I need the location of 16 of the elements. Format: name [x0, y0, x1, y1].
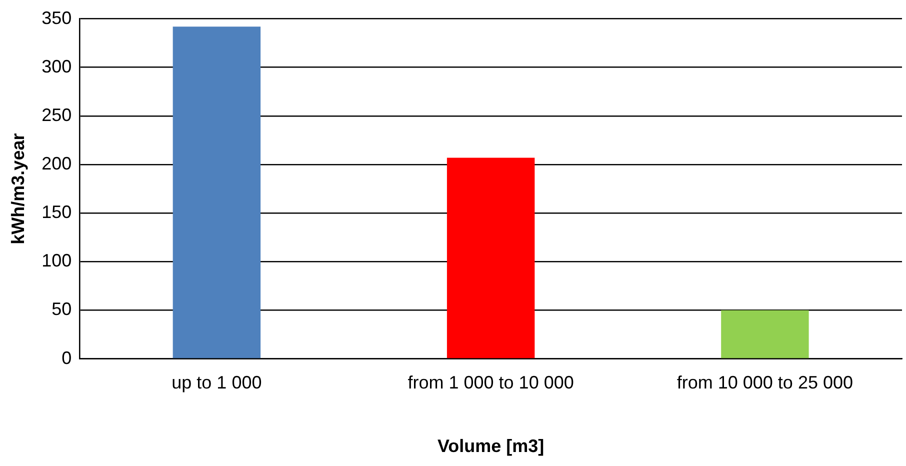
- x-tick-label: from 1 000 to 10 000: [408, 372, 574, 393]
- y-tick-label: 250: [42, 104, 72, 125]
- bar: [172, 26, 261, 358]
- y-tick-label: 150: [42, 202, 72, 222]
- y-tick-label: 200: [42, 153, 72, 174]
- x-axis-title: Volume [m3]: [437, 436, 544, 456]
- y-tick-label: 350: [42, 8, 72, 28]
- y-axis-title: kWh/m3.year: [8, 133, 28, 244]
- x-tick-label: from 10 000 to 25 000: [676, 372, 853, 393]
- y-tick-label: 50: [52, 299, 72, 320]
- bar: [446, 158, 535, 358]
- y-tick-label: 300: [42, 56, 72, 76]
- y-tick-label: 100: [42, 250, 72, 271]
- bar: [721, 310, 809, 358]
- y-tick-label: 0: [62, 348, 72, 368]
- x-tick-label: up to 1 000: [172, 372, 262, 393]
